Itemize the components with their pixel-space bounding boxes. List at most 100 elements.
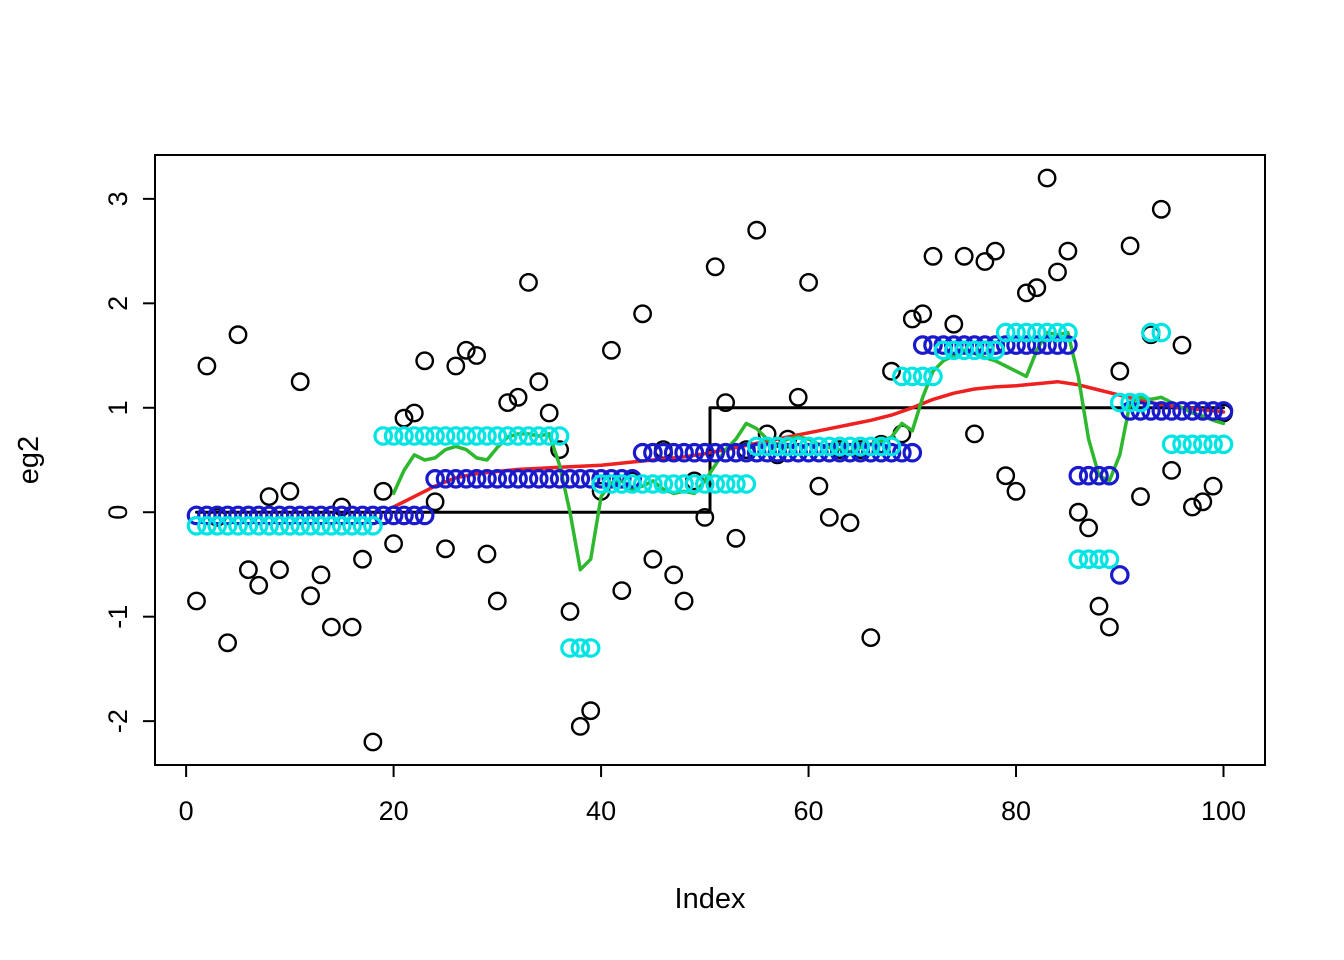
fit-point <box>632 474 653 494</box>
fit-point <box>549 426 570 446</box>
y-tick-label: 0 <box>103 505 133 520</box>
fit-point <box>1058 322 1078 343</box>
fit-point <box>238 505 259 526</box>
fit-point <box>207 515 227 536</box>
plot-border <box>154 154 1266 766</box>
data-point <box>539 403 559 423</box>
fit-point <box>311 505 331 526</box>
fit-point <box>300 515 321 536</box>
fit-point <box>1058 335 1078 355</box>
fit-point <box>1203 401 1223 421</box>
data-point <box>270 560 289 580</box>
data-point <box>550 440 569 459</box>
data-point <box>1193 492 1213 512</box>
fit-point <box>1037 335 1057 355</box>
fit-point <box>445 426 466 446</box>
fit-point <box>363 505 383 526</box>
fit-point <box>622 474 642 494</box>
fit-point <box>466 426 487 446</box>
fit-point <box>342 515 362 536</box>
fit-point <box>383 505 404 526</box>
fit-point <box>746 436 767 457</box>
fit-point <box>1027 335 1047 355</box>
red-smooth-line <box>391 379 1226 509</box>
y-tick-label: -2 <box>103 709 133 733</box>
fit-point <box>518 426 539 446</box>
data-point <box>1110 361 1130 381</box>
y-tick-label: 2 <box>103 296 133 311</box>
data-point <box>415 351 435 371</box>
fit-point <box>964 340 985 361</box>
data-point <box>996 466 1016 486</box>
data-point <box>301 586 320 606</box>
data-point <box>809 476 829 496</box>
fit-point <box>726 474 746 494</box>
data-point <box>975 252 995 271</box>
y-tick-label: 3 <box>103 191 133 206</box>
fit-point <box>228 505 248 526</box>
fit-point <box>394 505 414 526</box>
data-point <box>1058 241 1078 261</box>
x-tick-label: 60 <box>794 796 824 826</box>
fit-point <box>684 442 705 463</box>
data-point <box>404 403 424 423</box>
fit-point <box>197 515 217 536</box>
fit-point <box>601 474 622 494</box>
fit-point <box>860 436 881 457</box>
data-point <box>612 581 632 600</box>
fit-point <box>850 436 871 457</box>
fit-point <box>1099 549 1120 569</box>
fit-point <box>1078 465 1099 486</box>
fit-point <box>228 515 248 536</box>
x-tick-label: 0 <box>179 796 194 826</box>
data-point <box>581 701 601 721</box>
data-point <box>508 387 528 407</box>
data-point <box>965 424 984 444</box>
fit-point <box>923 335 943 355</box>
data-point <box>519 272 538 292</box>
fit-point <box>819 436 840 457</box>
data-point <box>633 304 652 324</box>
fit-point <box>871 436 891 457</box>
fit-point <box>1193 401 1213 421</box>
x-axis: 0 20 40 60 80 100 <box>179 765 1246 826</box>
fit-point <box>1141 322 1161 343</box>
fit-point <box>331 515 352 536</box>
data-point <box>477 544 497 564</box>
data-point <box>456 340 476 360</box>
fit-point <box>1006 322 1026 343</box>
data-point <box>1089 596 1109 616</box>
data-point <box>1017 283 1036 303</box>
fit-point <box>912 366 933 387</box>
fit-point <box>363 515 383 536</box>
fit-point <box>892 366 912 387</box>
fit-point <box>217 515 238 536</box>
fit-point <box>1203 434 1223 455</box>
data-point <box>1120 236 1140 256</box>
fit-point <box>342 505 362 526</box>
fit-point <box>425 468 445 489</box>
fit-point <box>197 505 217 526</box>
fit-point <box>829 436 850 457</box>
data-point <box>384 534 403 553</box>
fit-point <box>1047 322 1068 343</box>
cyan-fit-points <box>186 322 1234 658</box>
fit-point <box>508 426 528 446</box>
fit-point <box>570 638 591 658</box>
fit-point <box>528 468 549 489</box>
fit-point <box>663 442 684 463</box>
fit-point <box>580 468 601 489</box>
data-point <box>259 487 279 506</box>
y-tick-label: -1 <box>103 605 133 629</box>
data-point <box>643 549 663 569</box>
fit-point <box>933 340 954 361</box>
data-point <box>280 481 300 501</box>
data-point <box>1079 518 1099 538</box>
fit-point <box>487 468 508 489</box>
fit-point <box>404 426 425 446</box>
fit-point <box>477 426 497 446</box>
blue-fit-points <box>186 335 1234 585</box>
y-axis-label: eg2 <box>13 436 45 484</box>
fit-point <box>539 426 559 446</box>
